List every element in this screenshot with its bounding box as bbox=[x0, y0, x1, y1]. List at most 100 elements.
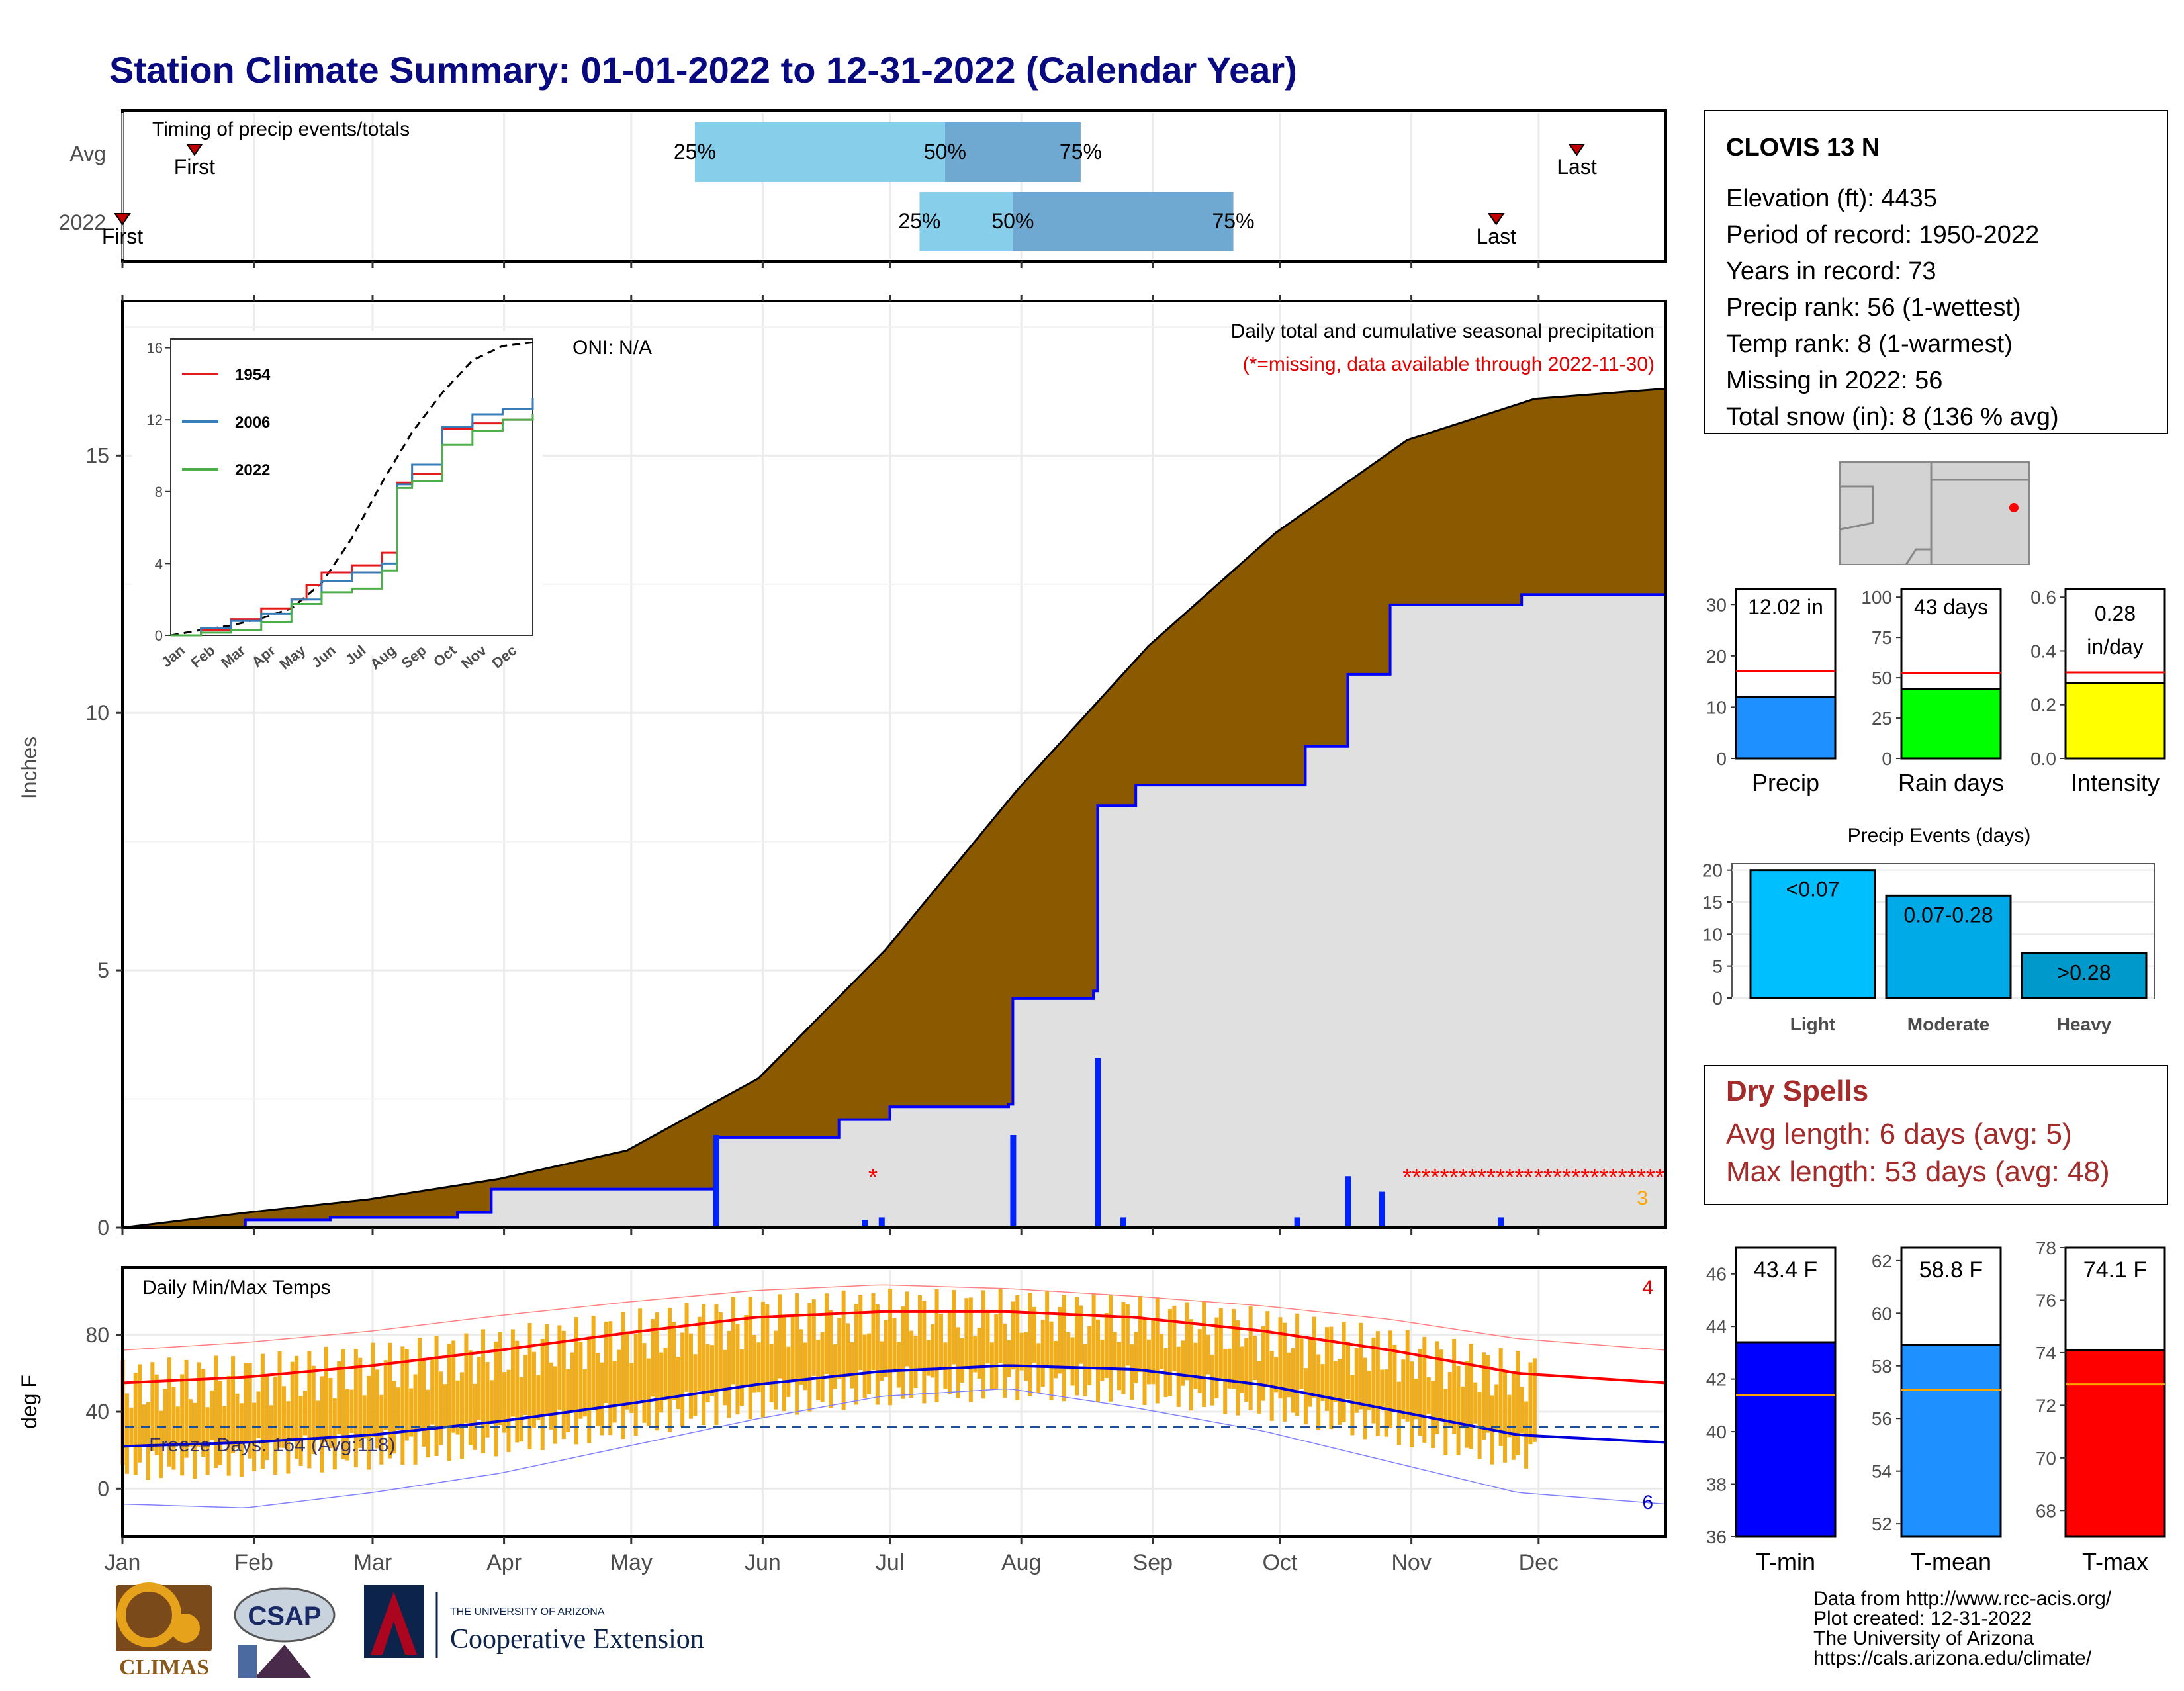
daily-temp-bar bbox=[473, 1383, 477, 1450]
daily-temp-bar bbox=[909, 1330, 914, 1398]
precip-right-count: 3 bbox=[1637, 1187, 1648, 1209]
mini-bar-label: Precip bbox=[1752, 769, 1819, 796]
daily-temp-bar bbox=[1422, 1336, 1427, 1443]
mini-bar-y-tick: 0.2 bbox=[2030, 695, 2056, 715]
daily-temp-bar bbox=[392, 1381, 396, 1454]
temp-bar-value bbox=[1900, 1344, 2002, 1538]
missing-markers: * * * * * * * * * * * * * * * * * * * * * * * * * * * * * bbox=[868, 1164, 1664, 1191]
daily-temp-bar bbox=[417, 1338, 422, 1430]
mini-bar-value-text: 43 days bbox=[1914, 595, 1988, 619]
daily-temp-bar bbox=[269, 1405, 273, 1440]
daily-temp-bar bbox=[1172, 1305, 1177, 1372]
station-info-box: CLOVIS 13 N Elevation (ft): 4435 Period o… bbox=[1704, 110, 2168, 434]
mini-bar-y-tick: 0.6 bbox=[2030, 587, 2056, 608]
daily-temp-bar bbox=[1134, 1332, 1138, 1384]
daily-temp-bar bbox=[1486, 1355, 1490, 1433]
daily-temp-bar bbox=[1193, 1342, 1198, 1389]
daily-temp-bar bbox=[1367, 1371, 1372, 1410]
events-y-tick: 0 bbox=[1712, 988, 1723, 1009]
inset-y-tick-label: 12 bbox=[147, 412, 163, 428]
missing-day-marker: * bbox=[1505, 1164, 1514, 1191]
temp-bar-y-tick: 36 bbox=[1706, 1527, 1727, 1547]
daily-temp-bar bbox=[549, 1362, 553, 1430]
daily-temp-bar bbox=[702, 1304, 706, 1426]
daily-temp-bar bbox=[400, 1346, 405, 1465]
missing-day-marker: * bbox=[1486, 1164, 1496, 1191]
daily-temp-bar bbox=[756, 1342, 761, 1393]
daily-temp-bar bbox=[1011, 1301, 1015, 1370]
temp-panel: Daily Min/Max Temps 4 6 Freeze Days: 164… bbox=[17, 1266, 1667, 1575]
timing-pct-label: 25% bbox=[674, 140, 716, 163]
timing-label: Timing of precip events/totals bbox=[152, 118, 410, 140]
inset-series-line bbox=[171, 418, 533, 637]
daily-temp-bar bbox=[1210, 1354, 1214, 1406]
daily-temp-bar bbox=[926, 1340, 931, 1376]
daily-temp-bar bbox=[218, 1381, 222, 1465]
daily-temp-bar bbox=[545, 1324, 549, 1416]
daily-temp-bar bbox=[901, 1306, 905, 1399]
daily-temp-bar bbox=[506, 1369, 511, 1452]
daily-temp-bar bbox=[1516, 1351, 1520, 1455]
temp-bar-y-tick: 38 bbox=[1706, 1475, 1727, 1495]
daily-temp-bar bbox=[1100, 1339, 1105, 1381]
daily-temp-bar bbox=[968, 1297, 973, 1402]
map-bg bbox=[1839, 461, 2030, 565]
daily-temp-bar bbox=[981, 1290, 986, 1399]
mini-bar-value-text: 0.28 bbox=[2095, 602, 2136, 625]
daily-temp-bar bbox=[790, 1316, 795, 1382]
daily-temp-bar bbox=[494, 1341, 498, 1457]
daily-temp-bar bbox=[1066, 1332, 1071, 1370]
daily-temp-bar bbox=[697, 1316, 702, 1391]
daily-temp-bar bbox=[905, 1291, 909, 1367]
daily-temp-bar bbox=[633, 1334, 638, 1436]
daily-temp-bar bbox=[608, 1321, 613, 1436]
daily-precip-bar bbox=[1120, 1217, 1126, 1228]
daily-temp-bar bbox=[778, 1294, 782, 1379]
daily-temp-bar bbox=[1079, 1305, 1083, 1364]
precip-x-ticks bbox=[121, 295, 1540, 1235]
daily-temp-bar bbox=[960, 1338, 965, 1383]
missing-day-marker: * bbox=[1543, 1164, 1553, 1191]
cumulative-2022-area bbox=[122, 593, 1667, 1229]
daily-temp-bar bbox=[816, 1339, 821, 1400]
daily-temp-bar bbox=[1146, 1339, 1151, 1385]
daily-temp-bar bbox=[1240, 1346, 1244, 1393]
daily-temp-bar bbox=[1282, 1322, 1287, 1422]
daily-temp-bar bbox=[434, 1336, 439, 1457]
mini-bar-label: Rain days bbox=[1898, 769, 2004, 796]
credit-line: Plot created: 12-31-2022 bbox=[1813, 1608, 2032, 1629]
daily-temp-bar bbox=[367, 1375, 371, 1470]
daily-precip-bar bbox=[1345, 1176, 1351, 1228]
daily-temp-bar bbox=[892, 1318, 897, 1371]
missing-day-marker: * bbox=[1571, 1164, 1580, 1191]
daily-temp-bar bbox=[1465, 1361, 1469, 1448]
daily-temp-bar bbox=[824, 1293, 829, 1374]
precip-events-chart: Precip Events (days) 05101520<0.07Light0… bbox=[1702, 825, 2155, 1034]
last-event-marker bbox=[1568, 144, 1586, 156]
daily-temp-bar bbox=[1291, 1348, 1295, 1413]
daily-temp-bar bbox=[311, 1365, 316, 1455]
daily-temp-bar bbox=[1167, 1308, 1172, 1396]
summary-bar-charts: 0 10 20 30 12.02 in Precip 0 25 50 75 100 43 days Ra… bbox=[1706, 587, 2166, 796]
events-bar bbox=[1749, 869, 1876, 999]
x-tick-label: Jul bbox=[876, 1550, 904, 1575]
avg-max-line bbox=[122, 1310, 1666, 1385]
daily-temp-bar bbox=[167, 1357, 171, 1467]
timing-pct-label: 75% bbox=[1060, 140, 1102, 163]
daily-temp-bar bbox=[642, 1343, 647, 1423]
daily-temp-bar bbox=[693, 1354, 698, 1416]
daily-temp-bar bbox=[1494, 1384, 1499, 1433]
daily-temp-bar bbox=[888, 1289, 893, 1406]
daily-temp-bar bbox=[489, 1380, 494, 1424]
daily-temp-bar bbox=[688, 1333, 693, 1419]
daily-temp-bar bbox=[1206, 1334, 1210, 1375]
x-tick-label: Feb bbox=[234, 1550, 273, 1575]
missing-day-marker: * bbox=[1477, 1164, 1486, 1191]
events-title: Precip Events (days) bbox=[1848, 825, 2031, 846]
daily-temp-bar bbox=[163, 1389, 167, 1443]
daily-temp-bar bbox=[1435, 1341, 1439, 1434]
x-tick-label: May bbox=[610, 1550, 653, 1575]
daily-temp-bar bbox=[226, 1375, 231, 1476]
daily-temp-bar bbox=[1392, 1344, 1397, 1410]
daily-temp-bar bbox=[782, 1316, 786, 1412]
